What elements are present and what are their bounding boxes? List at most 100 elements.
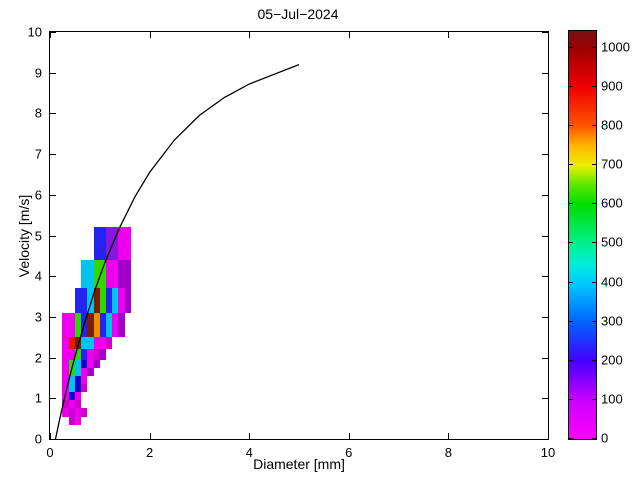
- colorbar-tick: [592, 46, 596, 48]
- colorbar-tick-label: 0: [601, 430, 609, 446]
- heatmap-cell: [74, 392, 82, 401]
- axis-tick: [50, 154, 56, 156]
- colorbar-tick-label: 100: [601, 391, 623, 407]
- x-tick-label: 6: [345, 445, 353, 460]
- heatmap-cell: [81, 259, 94, 289]
- heatmap-cell: [81, 367, 88, 376]
- heatmap-cell: [68, 359, 75, 368]
- y-tick-label: 6: [34, 187, 42, 203]
- axis-tick: [348, 433, 350, 439]
- colorbar-tick: [569, 438, 573, 439]
- axis-tick: [542, 316, 548, 318]
- y-tick-label: 3: [34, 309, 42, 325]
- heatmap-cell: [68, 349, 75, 360]
- y-tick-label: 8: [34, 105, 42, 121]
- colorbar-tick: [592, 359, 596, 361]
- axis-tick: [50, 32, 51, 38]
- colorbar-tick: [569, 242, 573, 244]
- x-tick-label: 10: [540, 445, 556, 460]
- heatmap-cell: [74, 359, 82, 368]
- heatmap-cell: [62, 312, 75, 338]
- heatmap-cell: [118, 227, 131, 260]
- colorbar-tick: [569, 281, 573, 283]
- heatmap-cell: [99, 337, 107, 350]
- heatmap-cell: [112, 312, 119, 338]
- heatmap-cell: [68, 384, 75, 393]
- colorbar-tick: [592, 398, 596, 400]
- colorbar-tick: [592, 438, 596, 439]
- y-tick-label: 1: [34, 390, 42, 406]
- y-tick-label: 4: [34, 268, 42, 284]
- heatmap-cells-layer: [50, 32, 548, 439]
- heatmap-cell: [74, 337, 82, 350]
- heatmap-cell: [62, 367, 69, 376]
- heatmap-cell: [74, 288, 88, 313]
- axis-tick: [542, 154, 548, 156]
- heatmap-cell: [74, 367, 82, 376]
- terminal-velocity-curve: [54, 63, 300, 439]
- chart-title: 05−Jul−2024: [257, 6, 339, 22]
- axis-tick: [50, 439, 56, 440]
- heatmap-cell: [112, 288, 119, 313]
- axis-tick: [542, 113, 548, 115]
- axis-tick: [50, 276, 56, 278]
- heatmap-cell: [99, 288, 107, 313]
- heatmap-cell: [81, 359, 88, 368]
- axis-tick: [50, 32, 56, 33]
- plot-area: 0 2 4 6 8 10 0 1 2 3 4 5 6 7 8 9 10 Velocity [m/s] Diame…: [16, 25, 556, 473]
- heatmap-cell: [81, 384, 88, 393]
- axis-tick: [348, 32, 350, 38]
- heatmap-cell: [87, 288, 94, 313]
- x-tick-label: 2: [145, 445, 154, 460]
- heatmap-cell: [124, 288, 131, 313]
- x-tick-label: 8: [444, 445, 453, 460]
- axis-ticks-layer: 0 2 4 6 8 10 0 1 2 3 4 5 6 7 8 9 10: [28, 25, 556, 461]
- colorbar: [568, 30, 597, 440]
- colorbar-tick: [569, 398, 573, 400]
- heatmap-cell: [62, 400, 69, 409]
- colorbar-tick: [592, 320, 596, 322]
- heatmap-cell: [68, 392, 75, 401]
- heatmap-cell: [93, 227, 106, 260]
- axis-tick: [542, 72, 548, 74]
- axis-tick: [448, 32, 450, 38]
- axis-tick: [50, 113, 56, 115]
- y-tick-label: 0: [34, 431, 42, 447]
- heatmap-cell: [106, 337, 113, 350]
- axis-tick: [50, 433, 51, 439]
- axis-tick: [548, 433, 549, 439]
- heatmap-cell: [68, 408, 75, 417]
- heatmap-cell: [93, 288, 100, 313]
- colorbar-tick-label: 900: [601, 78, 623, 94]
- heatmap-cell: [62, 408, 69, 417]
- heatmap-cell: [93, 312, 100, 338]
- colorbar-tick: [569, 125, 573, 127]
- y-tick-label: 5: [34, 228, 42, 243]
- heatmap-cell: [99, 349, 107, 360]
- x-tick-label: 0: [46, 445, 54, 460]
- heatmap-cell: [81, 408, 88, 417]
- heatmap-cell: [87, 359, 94, 368]
- axis-tick: [50, 72, 56, 74]
- colorbar-tick-label: 1000: [601, 39, 630, 55]
- heatmap-cell: [93, 359, 100, 368]
- axis-tick: [542, 235, 548, 237]
- heatmap-cell: [74, 384, 82, 393]
- heatmap-cell: [81, 337, 88, 350]
- x-tick-label: 4: [245, 445, 253, 460]
- heatmap-cell: [62, 375, 69, 385]
- axis-tick: [542, 398, 548, 400]
- heatmap-cell: [81, 349, 88, 360]
- heatmap-cell: [87, 349, 94, 360]
- heatmap-cell: [74, 400, 82, 409]
- heatmap-cell: [74, 312, 82, 338]
- colorbar-tick: [592, 125, 596, 127]
- colorbar-tick: [569, 203, 573, 205]
- axis-tick: [149, 433, 151, 439]
- heatmap-cell: [81, 375, 88, 385]
- heatmap-cell: [74, 416, 82, 425]
- colorbar-tick: [592, 85, 596, 87]
- axis-tick: [448, 433, 450, 439]
- y-axis-label-wrap: Velocity [m/s]: [14, 32, 34, 439]
